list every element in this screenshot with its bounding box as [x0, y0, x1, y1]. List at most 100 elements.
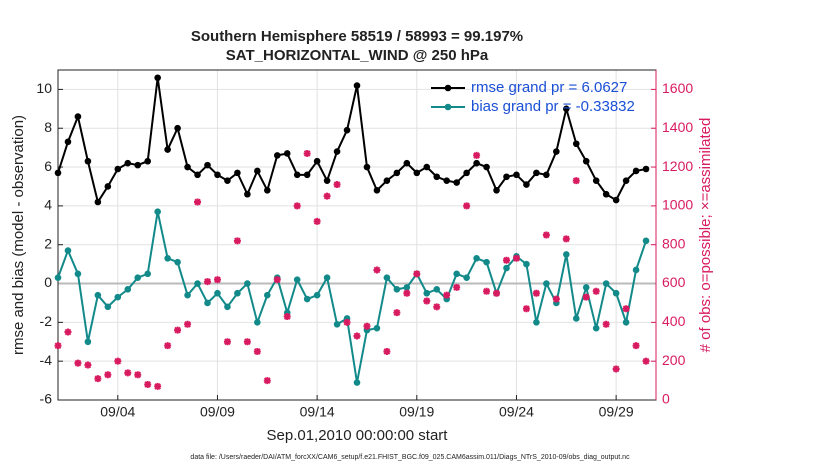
obs-marker	[512, 254, 520, 262]
point	[174, 124, 181, 132]
point	[254, 167, 261, 175]
point	[84, 157, 92, 165]
point	[104, 183, 112, 190]
point	[264, 187, 271, 194]
point	[204, 299, 211, 307]
x-tick-label: 09/29	[599, 404, 634, 420]
obs-marker	[144, 380, 152, 388]
point	[622, 177, 630, 184]
obs-marker	[403, 289, 411, 297]
x-tick-label: 09/14	[300, 404, 335, 420]
point	[184, 291, 191, 299]
point	[433, 173, 441, 181]
obs-marker	[233, 237, 241, 245]
point	[204, 161, 211, 169]
obs-marker	[174, 326, 182, 334]
point	[293, 276, 301, 283]
point	[582, 157, 590, 165]
x-tick-label: 09/09	[200, 404, 235, 420]
obs-marker	[393, 309, 401, 317]
point	[353, 379, 361, 386]
obs-marker	[353, 332, 361, 340]
point	[602, 190, 610, 198]
point	[513, 171, 520, 179]
y-tick-label: 6	[44, 158, 52, 174]
obs-marker	[383, 347, 391, 355]
y-tick-label: -4	[40, 352, 53, 368]
y-tick-label: 4	[44, 197, 52, 213]
point	[144, 270, 151, 278]
point	[373, 324, 381, 332]
point	[54, 169, 62, 177]
chart-subtitle: SAT_HORIZONTAL_WIND @ 250 hPa	[226, 47, 489, 64]
y2-tick-label: 1600	[662, 80, 693, 96]
y-tick-label: -6	[40, 391, 53, 407]
point	[572, 140, 580, 148]
point	[343, 126, 351, 134]
point	[473, 254, 480, 262]
point	[533, 319, 540, 326]
obs-marker	[313, 217, 321, 225]
point	[303, 171, 311, 179]
point	[443, 177, 451, 184]
point	[323, 177, 331, 184]
point	[104, 303, 112, 311]
legend-label: rmse grand pr = 6.0627	[471, 79, 627, 96]
obs-marker	[283, 313, 291, 321]
point	[592, 324, 600, 332]
point	[94, 291, 102, 299]
legend-marker	[444, 84, 452, 92]
legend-marker	[444, 103, 452, 111]
point	[543, 171, 550, 179]
obs-marker	[343, 318, 351, 326]
point	[114, 165, 122, 173]
y-tick-label: 0	[44, 274, 52, 290]
point	[632, 167, 640, 175]
obs-marker	[263, 377, 271, 385]
point	[612, 196, 620, 204]
point	[563, 251, 570, 258]
point	[483, 258, 490, 266]
y2-tick-label: 800	[662, 235, 686, 251]
point	[224, 303, 231, 311]
obs-marker	[293, 202, 301, 210]
point	[632, 266, 640, 274]
point	[543, 280, 550, 287]
obs-marker	[64, 328, 72, 336]
point	[164, 146, 171, 153]
point	[184, 163, 191, 171]
point	[214, 171, 221, 179]
point	[254, 319, 261, 326]
point	[503, 173, 510, 181]
obs-marker	[582, 293, 590, 301]
obs-marker	[363, 322, 371, 330]
point	[134, 161, 142, 169]
point	[164, 254, 171, 262]
obs-marker	[164, 342, 172, 350]
point	[234, 169, 241, 177]
point	[54, 274, 62, 282]
point	[373, 187, 381, 194]
point	[403, 159, 411, 167]
obs-marker	[373, 266, 381, 274]
x-tick-label: 09/04	[100, 404, 135, 420]
obs-marker	[572, 177, 580, 185]
obs-marker	[184, 320, 192, 328]
point	[313, 291, 321, 299]
obs-marker	[74, 359, 82, 367]
point	[293, 171, 301, 179]
obs-marker	[532, 289, 540, 297]
obs-marker	[463, 202, 471, 210]
obs-marker	[612, 365, 620, 373]
point	[483, 163, 490, 171]
point	[323, 274, 331, 282]
point	[64, 247, 72, 254]
point	[423, 289, 431, 297]
y2-tick-label: 0	[662, 391, 670, 407]
point	[463, 274, 470, 282]
point	[124, 286, 132, 293]
obs-marker	[253, 347, 261, 355]
point	[84, 338, 92, 346]
obs-marker	[114, 357, 122, 365]
y-tick-label: 10	[36, 80, 52, 96]
